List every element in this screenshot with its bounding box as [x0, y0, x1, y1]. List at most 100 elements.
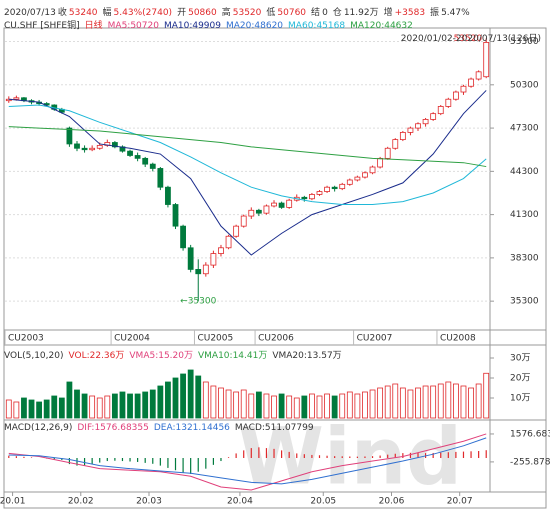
macd-line — [8, 437, 487, 485]
candle-body — [165, 186, 171, 205]
volume-tick-label: 20万 — [510, 374, 530, 384]
macd-tick-label: 1576.6835 — [510, 429, 550, 439]
volume-bar — [66, 381, 73, 419]
candle-body — [263, 205, 270, 214]
x-tick-label: 20.01 — [0, 497, 25, 507]
candle-body — [180, 225, 186, 249]
macd-line — [8, 433, 487, 491]
candle-body — [172, 204, 179, 227]
contract-label: CU2004 — [114, 334, 150, 344]
volume-bar — [286, 395, 293, 419]
candle-body — [142, 157, 149, 165]
macd-legend: MACD:511.07799 — [234, 423, 314, 433]
y-tick-label: 50300 — [510, 80, 539, 90]
volume-bar — [210, 385, 217, 419]
volume-bar — [165, 381, 171, 419]
volume-bar — [452, 383, 459, 419]
volume-bar — [248, 393, 255, 419]
candle-body — [346, 179, 353, 185]
candle-body — [74, 143, 80, 149]
macd-tick-label: -255.8786 — [510, 457, 550, 467]
y-tick-label: 53300 — [510, 37, 539, 47]
volume-bar — [339, 393, 346, 419]
volume-bar — [240, 389, 247, 419]
ma-legend: MA120:44632 — [350, 21, 413, 31]
volume-bar — [354, 393, 361, 419]
volume-bar — [392, 383, 399, 419]
candle-body — [187, 247, 194, 270]
header-row: 2020/07/13 收 53240 幅 5.43%(2740) 开 50860 高 53520… — [4, 5, 475, 18]
volume-bar — [74, 389, 80, 419]
volume-bar — [180, 373, 186, 419]
candle-body — [149, 163, 156, 169]
volume-bar — [468, 387, 474, 419]
volume-bar — [157, 385, 164, 419]
volume-bar — [5, 399, 12, 419]
volume-legend: VOL:22.36万 — [68, 351, 125, 361]
candle-body — [157, 168, 164, 188]
ma-legend: MA20:48620 — [226, 21, 284, 31]
macd-header: MACD(12,26,9) DIF:1576.68355 DEA:1321.1445… — [4, 423, 319, 433]
header-value: 5.43%(2740) — [113, 8, 173, 18]
y-tick-label: 35300 — [510, 297, 539, 307]
volume-bar — [437, 383, 444, 419]
volume-legend: VMA5:15.20万 — [129, 351, 193, 361]
candle-body — [331, 186, 338, 190]
header-value: 11.92万 — [343, 8, 379, 18]
volume-bar — [255, 391, 262, 419]
volume-bar — [127, 393, 133, 419]
volume-legend: VMA10:14.41万 — [198, 351, 268, 361]
candle-body — [437, 106, 444, 115]
volume-bar — [309, 393, 315, 419]
candle-body — [392, 139, 399, 149]
volume-bar — [111, 393, 118, 419]
period: 日线 — [84, 21, 103, 31]
candle-body — [218, 247, 224, 254]
header-value: 50760 — [277, 8, 307, 18]
header-label: 收 — [57, 8, 67, 18]
frame — [3, 27, 547, 509]
candle-body — [468, 78, 474, 87]
candle-body — [195, 269, 202, 275]
candle-body — [339, 183, 346, 190]
volume-bar — [271, 395, 277, 419]
volume-bar — [104, 395, 111, 419]
volume-bar — [202, 381, 209, 419]
volume-bar — [301, 395, 308, 419]
contract-label: CU2006 — [258, 334, 294, 344]
candle-body — [127, 150, 133, 156]
candle-body — [452, 91, 459, 100]
volume-bar — [422, 385, 429, 419]
volume-bar — [195, 375, 202, 419]
candle-body — [309, 194, 315, 200]
volume-bar — [384, 385, 391, 419]
x-tick-label: 20.03 — [136, 497, 162, 507]
header-label: 低 — [266, 8, 276, 18]
volume-bar — [119, 391, 126, 419]
volume-bar — [331, 395, 338, 419]
volume-bar — [316, 395, 323, 419]
annotation: ←35300 — [180, 297, 216, 307]
candle-body — [111, 142, 118, 148]
candle-body — [202, 264, 209, 275]
candle-body — [225, 235, 232, 249]
candle-body — [407, 127, 414, 133]
macd-legend: DEA:1321.14456 — [153, 423, 230, 433]
candle-body — [301, 196, 308, 200]
volume-bar — [89, 395, 96, 419]
candle-body — [415, 123, 421, 129]
candle-body — [430, 113, 437, 120]
volume-header: VOL(5,10,20) VOL:22.36万 VMA5:15.20万 VMA10:1… — [4, 348, 347, 361]
volume-bar — [134, 393, 141, 419]
header-label: 2020/07/13 — [4, 8, 56, 18]
y-tick-label: 44300 — [510, 167, 539, 177]
header-value: 53240 — [68, 8, 98, 18]
header-label: 高 — [221, 8, 231, 18]
volume-bar — [475, 383, 482, 419]
volume-bar — [445, 381, 452, 419]
y-tick-label: 41300 — [510, 210, 539, 220]
volume-bar — [483, 372, 490, 419]
ma-line — [8, 126, 487, 168]
